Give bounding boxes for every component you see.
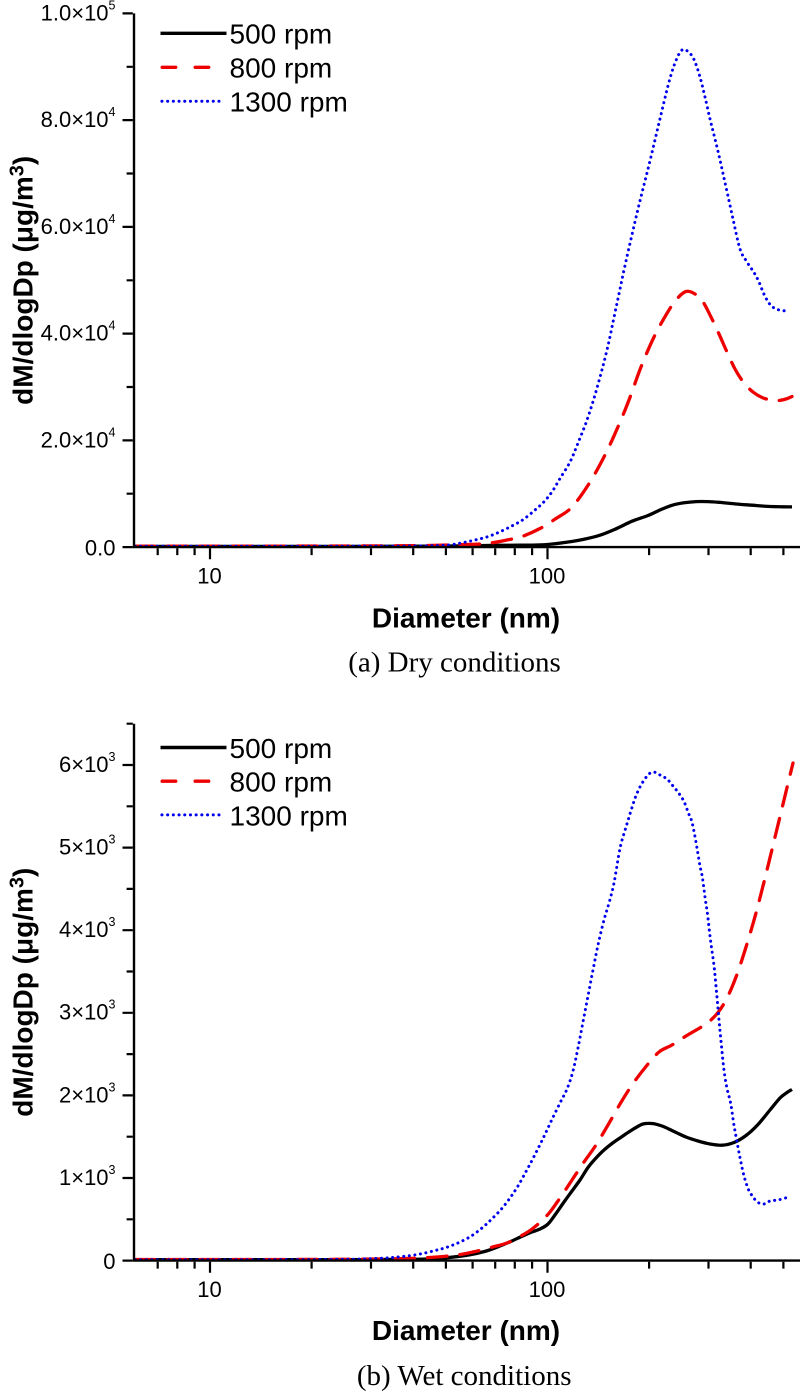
svg-text:2.0×104: 2.0×104 <box>41 425 116 452</box>
svg-text:10: 10 <box>197 564 221 589</box>
svg-text:6.0×104: 6.0×104 <box>41 212 116 239</box>
svg-text:10: 10 <box>197 1277 221 1302</box>
svg-text:4.0×104: 4.0×104 <box>41 319 116 346</box>
svg-text:(a) Dry conditions: (a) Dry conditions <box>348 646 561 678</box>
svg-text:6×103: 6×103 <box>59 750 116 777</box>
svg-text:1×103: 1×103 <box>59 1163 116 1190</box>
svg-text:5×103: 5×103 <box>59 833 116 860</box>
svg-text:1300 rpm: 1300 rpm <box>230 87 348 118</box>
svg-text:0.0: 0.0 <box>85 535 116 560</box>
svg-text:2×103: 2×103 <box>59 1080 116 1107</box>
svg-text:800 rpm: 800 rpm <box>230 767 333 798</box>
svg-text:3×103: 3×103 <box>59 998 116 1025</box>
svg-text:(b) Wet conditions: (b) Wet conditions <box>357 1360 572 1392</box>
svg-text:800 rpm: 800 rpm <box>230 53 333 84</box>
svg-text:500 rpm: 500 rpm <box>230 19 333 50</box>
svg-text:dM/dlogDp (μg/m3): dM/dlogDp (μg/m3) <box>7 868 39 1117</box>
svg-text:100: 100 <box>529 564 566 589</box>
svg-text:Diameter (nm): Diameter (nm) <box>372 603 560 634</box>
svg-text:1.0×105: 1.0×105 <box>41 0 116 25</box>
svg-text:500 rpm: 500 rpm <box>230 733 333 764</box>
svg-text:100: 100 <box>529 1277 566 1302</box>
svg-text:1300 rpm: 1300 rpm <box>230 800 348 831</box>
svg-text:dM/dlogDp (μg/m3): dM/dlogDp (μg/m3) <box>7 156 39 405</box>
svg-text:8.0×104: 8.0×104 <box>41 105 116 132</box>
svg-text:0: 0 <box>103 1249 115 1274</box>
svg-text:Diameter (nm): Diameter (nm) <box>372 1315 560 1346</box>
svg-text:4×103: 4×103 <box>59 915 116 942</box>
